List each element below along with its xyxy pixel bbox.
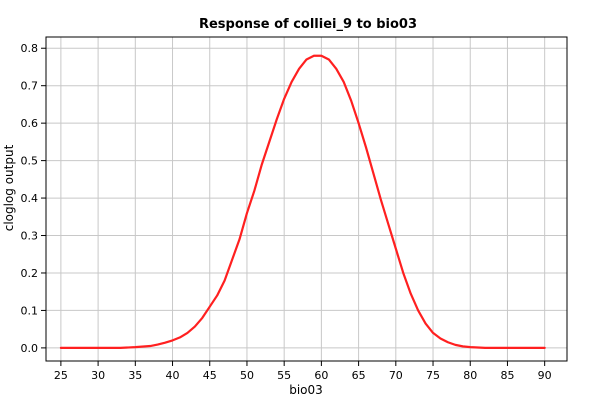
response-curve-point xyxy=(305,58,308,61)
response-curve-point xyxy=(186,332,189,334)
y-tick-label: 0.0 xyxy=(21,342,39,355)
response-curve-point xyxy=(462,345,464,347)
x-tick-label: 80 xyxy=(463,369,477,382)
response-curve-point xyxy=(335,68,337,70)
response-curve-point xyxy=(179,336,181,339)
x-tick-label: 70 xyxy=(389,369,403,382)
x-tick-label: 30 xyxy=(91,369,105,382)
response-curve-point xyxy=(209,306,211,308)
response-curve-point xyxy=(231,259,233,261)
y-tick-label: 0.3 xyxy=(21,230,39,243)
response-curve-point xyxy=(119,347,122,349)
response-curve-point xyxy=(194,325,196,328)
x-tick-label: 85 xyxy=(500,369,514,382)
response-curve-point xyxy=(276,118,278,121)
chart-title: Response of colliei_9 to bio03 xyxy=(199,17,417,32)
y-axis-label: cloglog output xyxy=(2,144,16,231)
x-tick-label: 55 xyxy=(277,369,291,382)
y-tick-label: 0.1 xyxy=(21,304,39,317)
plot-frame xyxy=(45,36,568,362)
x-tick-label: 60 xyxy=(314,369,328,382)
response-curve-point xyxy=(432,332,434,334)
response-curve-point xyxy=(253,189,255,192)
x-tick-label: 90 xyxy=(538,369,552,382)
response-curve-point xyxy=(454,344,456,346)
x-tick-label: 25 xyxy=(54,369,68,382)
response-curve-point xyxy=(469,346,471,348)
response-curve-point xyxy=(410,292,412,295)
y-axis-ticks: 0.0 0.1 0.2 0.3 0.4 0.5 0.6 0.7 0.8 xyxy=(21,42,46,355)
y-tick-label: 0.6 xyxy=(21,117,39,130)
response-curve-point xyxy=(477,346,479,349)
response-curve-point xyxy=(484,347,486,349)
response-curve-point xyxy=(246,212,248,214)
response-curve-point xyxy=(268,141,270,143)
response-curve-point xyxy=(387,223,389,225)
response-curve-point xyxy=(328,58,330,61)
response-curve-point xyxy=(447,341,449,343)
x-tick-label: 50 xyxy=(240,369,254,382)
response-curve-point xyxy=(417,309,419,312)
response-curve-point xyxy=(283,98,285,100)
data-series xyxy=(59,54,546,349)
x-tick-label: 35 xyxy=(128,369,142,382)
x-axis-ticks: 25 30 35 40 45 50 55 60 65 70 75 80 85 90 xyxy=(54,361,552,382)
response-curve-point xyxy=(171,339,174,341)
y-tick-label: 0.5 xyxy=(21,155,39,168)
response-curve-point xyxy=(261,163,263,165)
response-curve-point xyxy=(201,317,203,319)
response-curve-point xyxy=(372,173,375,175)
response-curve-point xyxy=(506,347,509,349)
response-curve-point xyxy=(224,279,226,282)
response-curve-point xyxy=(320,55,322,57)
response-curve-point xyxy=(216,294,218,297)
response-curve-point xyxy=(380,199,382,201)
response-curve-point xyxy=(343,81,345,83)
x-axis-label: bio03 xyxy=(289,383,323,397)
response-curve-point xyxy=(313,55,315,57)
response-curve-point xyxy=(164,342,166,344)
response-curve-point xyxy=(395,248,397,250)
response-curve-point xyxy=(149,345,151,347)
y-tick-label: 0.2 xyxy=(21,267,39,280)
response-curve-point xyxy=(134,346,136,348)
response-curve-point xyxy=(439,337,442,340)
x-tick-label: 75 xyxy=(426,369,440,382)
response-curve-point xyxy=(60,347,62,349)
y-tick-label: 0.4 xyxy=(21,192,39,205)
y-tick-label: 0.8 xyxy=(21,42,39,55)
response-curve-point xyxy=(424,322,427,325)
response-curve-point xyxy=(298,68,300,70)
response-curve-point xyxy=(291,81,293,83)
x-tick-label: 40 xyxy=(166,369,180,382)
response-curve-point xyxy=(365,146,367,149)
response-curve-point xyxy=(157,343,159,346)
response-curve-point xyxy=(544,347,546,349)
grid-lines xyxy=(46,37,567,361)
response-curve-point xyxy=(402,272,404,274)
response-curve-point xyxy=(358,122,360,124)
response-curve-point xyxy=(350,100,352,102)
y-tick-label: 0.7 xyxy=(21,80,39,93)
response-curve-point xyxy=(491,347,494,349)
response-curve-point xyxy=(97,347,99,349)
x-tick-label: 65 xyxy=(352,369,366,382)
x-tick-label: 45 xyxy=(203,369,217,382)
response-curve-line xyxy=(59,54,546,349)
response-curve-point xyxy=(238,238,241,240)
